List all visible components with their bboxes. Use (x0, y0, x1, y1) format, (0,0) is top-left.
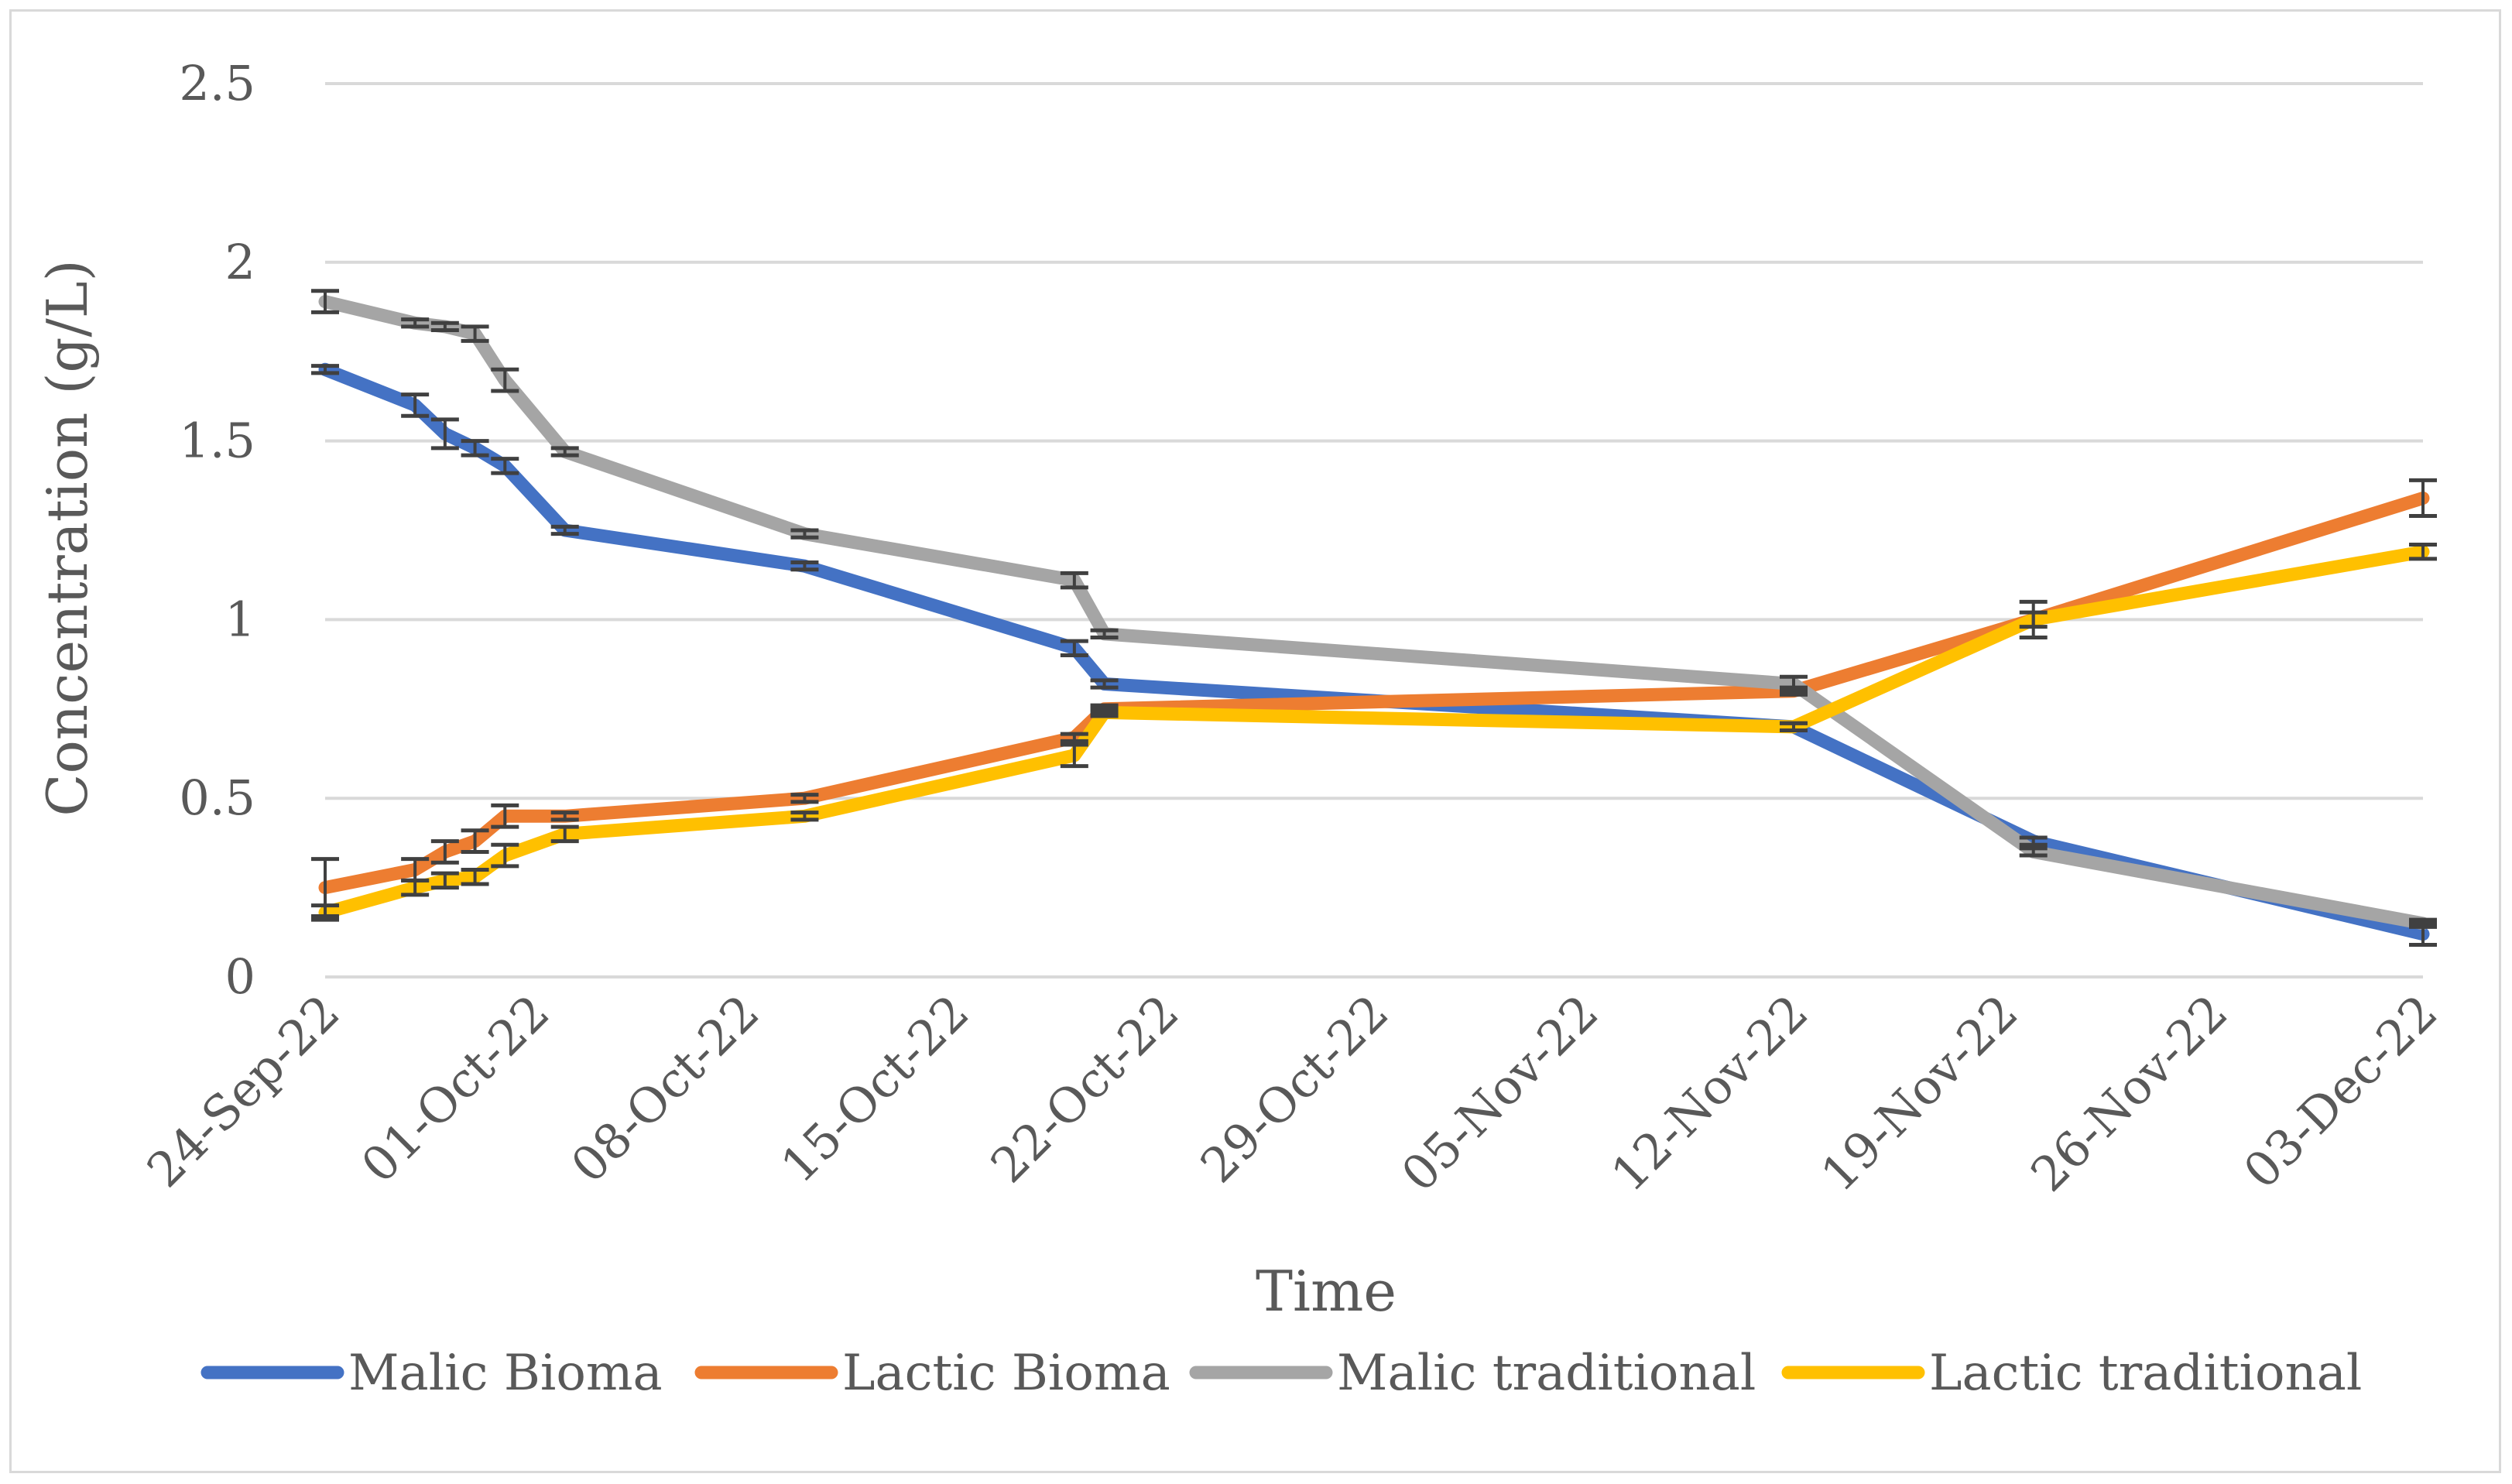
error-bar (491, 803, 519, 829)
legend-label: Malic traditional (1337, 1345, 1756, 1402)
error-bar (1060, 639, 1088, 658)
error-bar (2019, 599, 2048, 639)
error-bar (2409, 542, 2437, 561)
error-bar (1060, 732, 1088, 743)
error-bar (1090, 678, 1119, 690)
error-bar (790, 793, 819, 804)
error-bar (2019, 835, 2048, 847)
legend-label: Malic Bioma (348, 1345, 663, 1402)
error-bar (1090, 628, 1119, 639)
y-axis-title: Concentration (g/L) (35, 259, 100, 816)
error-bar (491, 367, 519, 393)
y-tick-label: 1 (225, 591, 255, 647)
error-bar (790, 528, 819, 540)
error-bar (430, 871, 459, 890)
error-bars (311, 289, 2437, 947)
error-bar (550, 524, 579, 536)
legend-item: Malic Bioma (200, 1345, 663, 1402)
x-axis-ticks: 24-Sep-22 01-Oct-22 08-Oct-22 15-Oct-22 22-O… (136, 984, 2449, 1202)
error-bar (401, 392, 430, 418)
error-bar (1090, 707, 1119, 718)
x-tick-label: 15-Oct-22 (770, 984, 980, 1194)
error-bar (2409, 917, 2437, 929)
y-tick-label: 0 (225, 948, 255, 1005)
y-axis-ticks: 0 0.5 1 1.5 2 2.5 (179, 55, 255, 1005)
x-tick-label: 08-Oct-22 (560, 984, 770, 1194)
y-tick-label: 2.5 (179, 55, 255, 111)
error-bar (1780, 674, 1808, 694)
legend: Malic Bioma Lactic Bioma Malic traditional… (200, 1345, 2362, 1402)
error-bar (550, 811, 579, 822)
error-bar (2409, 478, 2437, 519)
gridlines (325, 82, 2423, 978)
legend-item: Lactic traditional (1781, 1345, 2362, 1402)
x-axis-title: Time (1256, 1259, 1397, 1324)
error-bar (550, 446, 579, 458)
x-tick-label: 24-Sep-22 (136, 984, 351, 1198)
error-bar (430, 320, 459, 333)
legend-item: Malic traditional (1189, 1345, 1756, 1402)
error-bar (311, 289, 339, 314)
x-tick-label: 19-Nov-22 (1810, 984, 2028, 1202)
series-line (318, 545, 2430, 920)
x-tick-label: 05-Nov-22 (1390, 984, 1609, 1202)
error-bar (491, 842, 519, 869)
y-tick-label: 2 (225, 234, 255, 290)
error-bar (1780, 721, 1808, 732)
x-tick-label: 22-Oct-22 (980, 984, 1190, 1194)
x-tick-label: 29-Oct-22 (1190, 984, 1400, 1194)
series-line (318, 492, 2430, 895)
error-bar (430, 839, 459, 865)
error-bar (461, 324, 489, 343)
y-tick-label: 0.5 (179, 769, 255, 826)
legend-label: Lactic traditional (1929, 1345, 2362, 1402)
error-bar (1060, 742, 1088, 769)
x-tick-label: 03-Dec-22 (2233, 984, 2448, 1199)
error-bar (311, 903, 339, 922)
legend-label: Lactic Bioma (842, 1345, 1170, 1402)
error-bar (430, 417, 459, 451)
error-bar (790, 560, 819, 572)
legend-item: Lactic Bioma (694, 1345, 1170, 1402)
y-tick-label: 1.5 (179, 413, 255, 469)
error-bar (401, 317, 430, 329)
error-bar (2019, 846, 2048, 858)
error-bar (491, 457, 519, 475)
error-bar (790, 811, 819, 822)
error-bar (461, 439, 489, 458)
chart-frame (9, 9, 2501, 1473)
error-bar (311, 364, 339, 375)
x-tick-label: 26-Nov-22 (2020, 984, 2238, 1202)
error-bar (461, 828, 489, 854)
error-bar (550, 824, 579, 844)
x-tick-label: 12-Nov-22 (1600, 984, 1818, 1202)
series-line (318, 362, 2430, 941)
error-bar (1060, 571, 1088, 590)
x-tick-label: 01-Oct-22 (351, 984, 560, 1194)
error-bar (461, 868, 489, 886)
series-lines (318, 295, 2430, 941)
error-bar (401, 878, 430, 897)
